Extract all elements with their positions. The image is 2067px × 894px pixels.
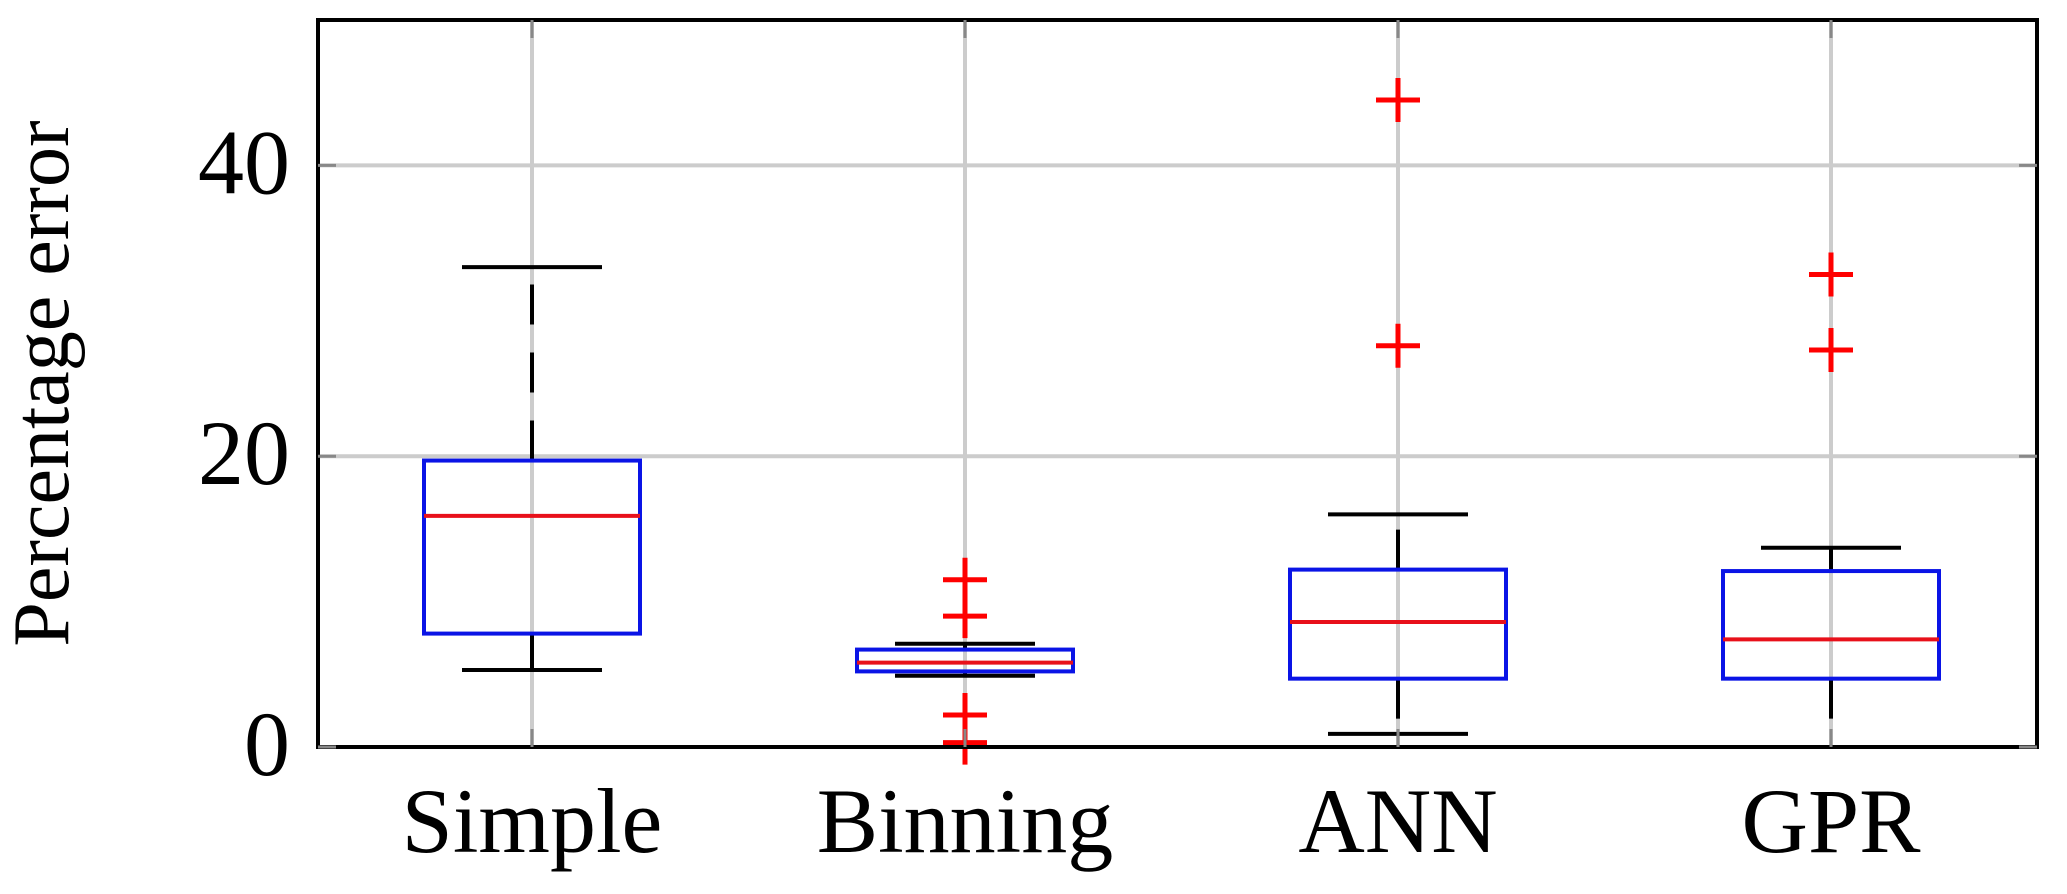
x-tick-label-ann: ANN [1298,770,1497,872]
iqr-box [1721,569,1941,681]
outlier-marker [1809,328,1853,373]
x-tick-label-binning: Binning [817,770,1113,872]
iqr-box [422,458,642,636]
y-tick-label: 20 [198,402,290,504]
y-axis-label: Percentage error [0,120,86,646]
outlier-marker [943,594,987,639]
x-tick-label-simple: Simple [402,770,663,872]
outlier-marker [1809,252,1853,297]
plot-frame [316,18,2039,749]
outlier-marker [1376,77,1420,122]
x-tick-label-gpr: GPR [1742,770,1922,872]
box-group-simple [422,265,642,672]
iqr-box [855,647,1075,674]
iqr-box [1288,567,1508,681]
axis-ticks: 0 20 40 Simple Binning ANN GPR [198,20,2037,872]
plot-area [422,77,1941,765]
grid-lines [318,20,2037,747]
outlier-marker [1376,323,1420,368]
y-tick-label: 0 [244,693,290,795]
y-tick-label: 40 [198,111,290,213]
